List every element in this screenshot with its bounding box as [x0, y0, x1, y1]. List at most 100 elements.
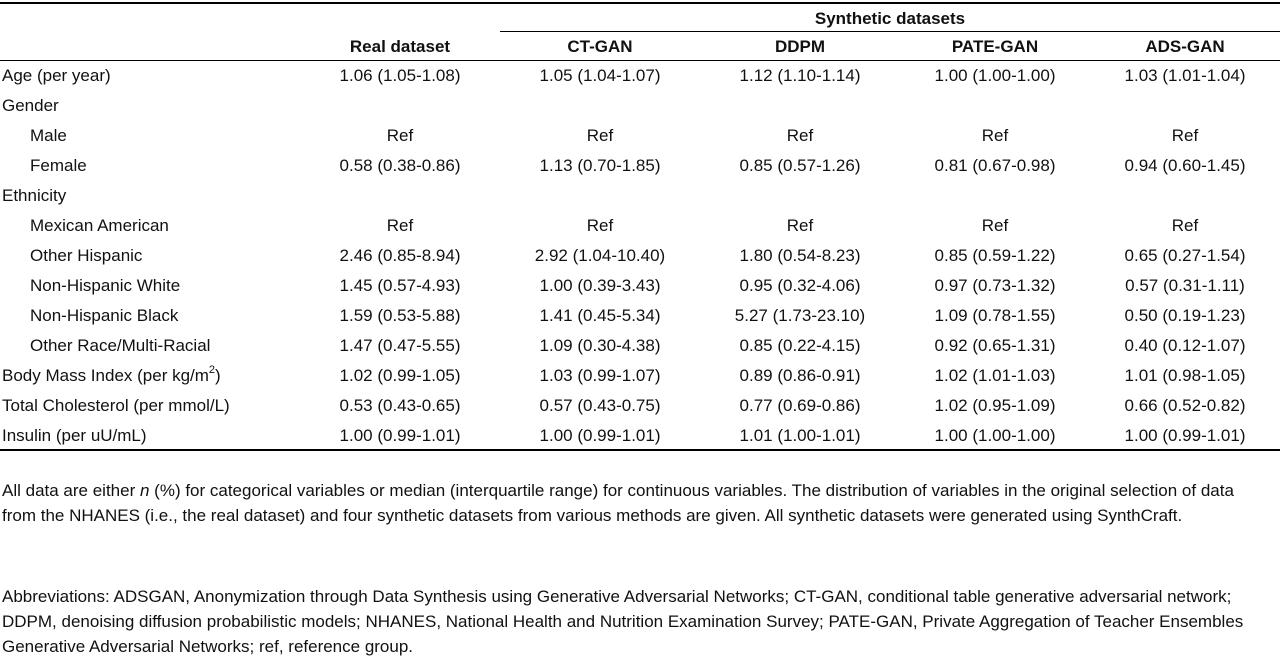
row-label-suffix: ) — [215, 366, 221, 385]
table-cell: 1.09 (0.30-4.38) — [539, 336, 661, 355]
table-cell: 1.41 (0.45-5.34) — [539, 306, 661, 325]
table-cell: 1.05 (1.04-1.07) — [539, 66, 661, 85]
column-header-adsgan: ADS-GAN — [1145, 37, 1225, 56]
table-cell: 1.59 (0.53-5.88) — [339, 306, 461, 325]
row-label: Non-Hispanic White — [30, 271, 180, 301]
table-cell: 1.13 (0.70-1.85) — [539, 156, 661, 175]
table-cell: 0.85 (0.59-1.22) — [934, 246, 1056, 265]
row-label: Female — [30, 151, 87, 181]
table-cell: 1.02 (0.99-1.05) — [339, 366, 461, 385]
table-row: Other Hispanic 2.46 (0.85-8.94) 2.92 (1.04… — [0, 241, 1280, 271]
table-cell: 2.92 (1.04-10.40) — [534, 246, 666, 265]
table-footnote: All data are either n (%) for categorica… — [2, 478, 1272, 528]
row-label-text: Female — [30, 156, 87, 175]
header-bottom-rule — [0, 60, 1280, 61]
table-cell: 0.97 (0.73-1.32) — [934, 276, 1056, 295]
table-cell: 0.50 (0.19-1.23) — [1124, 306, 1246, 325]
row-label-superscript: 2 — [208, 364, 216, 377]
table-cell: 1.01 (0.98-1.05) — [1124, 366, 1246, 385]
table-row: Non-Hispanic White 1.45 (0.57-4.93) 1.00 (… — [0, 271, 1280, 301]
table-cell: Ref — [386, 216, 414, 235]
table-cell: Ref — [1171, 126, 1199, 145]
footnote-text-start: All data are either — [2, 481, 140, 500]
table-cell: 0.95 (0.32-4.06) — [739, 276, 861, 295]
table-cell: 1.02 (0.95-1.09) — [934, 396, 1056, 415]
table-cell: 1.00 (0.39-3.43) — [539, 276, 661, 295]
row-label-text: Non-Hispanic White — [30, 276, 181, 295]
abbreviations-note: Abbreviations: ADSGAN, Anonymization thr… — [2, 584, 1272, 659]
row-label: Insulin (per uU/mL) — [2, 421, 147, 451]
table-cell: 1.80 (0.54-8.23) — [739, 246, 861, 265]
row-label-text: Body Mass Index (per kg/m — [2, 366, 209, 385]
table-cell: 1.00 (0.99-1.01) — [339, 426, 461, 445]
table-cell: 0.66 (0.52-0.82) — [1124, 396, 1246, 415]
table-cell: Ref — [786, 126, 814, 145]
row-label-text: Mexican American — [30, 216, 169, 235]
table-cell: 1.00 (0.99-1.01) — [1124, 426, 1246, 445]
footnote-italic-n: n — [139, 481, 150, 500]
table-row: Female 0.58 (0.38-0.86) 1.13 (0.70-1.85) 0.… — [0, 151, 1280, 181]
table-cell: Ref — [586, 126, 614, 145]
table-cell: 1.01 (1.00-1.01) — [739, 426, 861, 445]
table-cell: Ref — [1171, 216, 1199, 235]
table-cell: 1.47 (0.47-5.55) — [339, 336, 461, 355]
table-cell: 5.27 (1.73-23.10) — [734, 306, 866, 325]
row-label-text: Other Race/Multi-Racial — [30, 336, 211, 355]
table-cell: 0.53 (0.43-0.65) — [339, 396, 461, 415]
group-header-rule — [500, 31, 1280, 32]
table-cell: 0.77 (0.69-0.86) — [739, 396, 861, 415]
row-label: Mexican American — [30, 211, 169, 241]
table-cell: 0.57 (0.31-1.11) — [1125, 276, 1245, 295]
table-cell: 0.58 (0.38-0.86) — [339, 156, 461, 175]
table-cell: 0.40 (0.12-1.07) — [1124, 336, 1246, 355]
table-cell: 1.45 (0.57-4.93) — [339, 276, 461, 295]
synthetic-group-header: Synthetic datasets — [814, 9, 966, 28]
table-cell: 0.81 (0.67-0.98) — [934, 156, 1056, 175]
abbreviations-text: Abbreviations: ADSGAN, Anonymization thr… — [2, 587, 1244, 656]
table-cell: 1.00 (1.00-1.00) — [934, 66, 1056, 85]
table-cell: 0.92 (0.65-1.31) — [934, 336, 1056, 355]
table-cell: Ref — [586, 216, 614, 235]
table-top-rule — [0, 2, 1280, 4]
table-cell: 0.85 (0.57-1.26) — [739, 156, 861, 175]
table-row: Body Mass Index (per kg/m2) 1.02 (0.99-1.… — [0, 361, 1280, 391]
row-label-text: Age (per year) — [2, 66, 111, 85]
table-cell: 1.03 (1.01-1.04) — [1124, 66, 1246, 85]
table-cell: Ref — [981, 216, 1009, 235]
table-cell: 1.09 (0.78-1.55) — [934, 306, 1056, 325]
row-label-text: Ethnicity — [2, 186, 67, 205]
column-header-ctgan: CT-GAN — [567, 37, 633, 56]
table-row: Male Ref Ref Ref Ref Ref — [0, 121, 1280, 151]
table-cell: 1.06 (1.05-1.08) — [339, 66, 461, 85]
table-cell: 1.02 (1.01-1.03) — [934, 366, 1056, 385]
table-row: Gender — [0, 91, 1280, 121]
column-header-ddpm: DDPM — [774, 37, 826, 56]
table-cell: 2.46 (0.85-8.94) — [339, 246, 461, 265]
row-label-text: Other Hispanic — [30, 246, 143, 265]
row-label-text: Gender — [2, 96, 59, 115]
table-row: Other Race/Multi-Racial 1.47 (0.47-5.55) 1… — [0, 331, 1280, 361]
table-cell: 1.00 (1.00-1.00) — [934, 426, 1056, 445]
row-label-text: Male — [30, 126, 67, 145]
table-cell: Ref — [981, 126, 1009, 145]
row-label: Male — [30, 121, 67, 151]
row-label: Other Hispanic — [30, 241, 142, 271]
table-cell: 0.85 (0.22-4.15) — [739, 336, 861, 355]
table-cell: 1.12 (1.10-1.14) — [739, 66, 861, 85]
row-label-text: Total Cholesterol (per mmol/L) — [2, 396, 230, 415]
row-label-text: Insulin (per uU/mL) — [2, 426, 147, 445]
row-label: Ethnicity — [2, 181, 66, 211]
table-cell: 0.65 (0.27-1.54) — [1124, 246, 1246, 265]
row-label: Other Race/Multi-Racial — [30, 331, 210, 361]
footnote-text-end: (%) for categorical variables or median … — [2, 481, 1234, 525]
table-row: Non-Hispanic Black 1.59 (0.53-5.88) 1.41 (… — [0, 301, 1280, 331]
table-cell: 1.03 (0.99-1.07) — [539, 366, 661, 385]
table-cell: Ref — [386, 126, 414, 145]
table-row: Age (per year) 1.06 (1.05-1.08) 1.05 (1.04… — [0, 61, 1280, 91]
row-label: Age (per year) — [2, 61, 111, 91]
row-label-text: Non-Hispanic Black — [30, 306, 179, 325]
row-label: Non-Hispanic Black — [30, 301, 178, 331]
row-label: Body Mass Index (per kg/m2) — [2, 361, 221, 391]
column-header-real: Real dataset — [349, 37, 451, 56]
row-label: Total Cholesterol (per mmol/L) — [2, 391, 230, 421]
